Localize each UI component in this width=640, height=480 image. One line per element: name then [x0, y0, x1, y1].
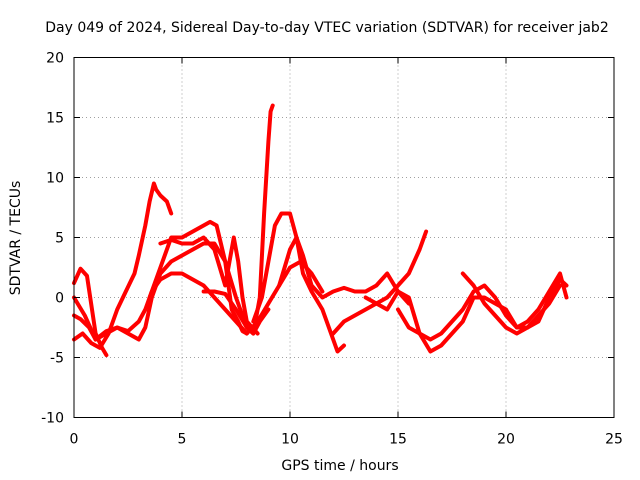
- series-arc-5: [147, 219, 254, 336]
- series-arc-11: [363, 277, 569, 354]
- series-group: [72, 103, 569, 358]
- y-tick-label: -10: [41, 411, 64, 427]
- grid: [74, 57, 614, 418]
- series-arc-12: [396, 271, 569, 342]
- x-tick-label: 0: [70, 432, 79, 448]
- series-arc-10: [331, 229, 429, 336]
- y-axis-label: SDTVAR / TECUs: [8, 181, 24, 296]
- series-arc-4: [72, 259, 325, 342]
- x-tick-label: 10: [281, 432, 299, 448]
- y-tick-label: 20: [46, 51, 64, 67]
- y-tick-label: -5: [50, 351, 64, 367]
- series-arc-8: [251, 211, 346, 354]
- x-tick-label: 25: [605, 432, 623, 448]
- chart-title: Day 049 of 2024, Sidereal Day-to-day VTE…: [45, 20, 608, 36]
- series-arc-6: [158, 235, 260, 336]
- series-arc-9: [277, 235, 411, 306]
- axis-ticks: 0 5 10 15 20 25 -10 -5 0 5 10 15 20: [41, 51, 623, 448]
- x-axis-label: GPS time / hours: [281, 458, 398, 474]
- y-tick-label: 15: [46, 111, 64, 127]
- series-arc-2: [72, 181, 174, 350]
- x-tick-label: 15: [389, 432, 407, 448]
- series-arc-13: [460, 271, 562, 336]
- y-tick-label: 10: [46, 171, 64, 187]
- series-arc-7: [201, 103, 275, 336]
- x-tick-label: 20: [497, 432, 515, 448]
- x-tick-label: 5: [178, 432, 187, 448]
- y-tick-label: 5: [55, 231, 64, 247]
- y-tick-label: 0: [55, 291, 64, 307]
- series-arc-1: [72, 266, 109, 358]
